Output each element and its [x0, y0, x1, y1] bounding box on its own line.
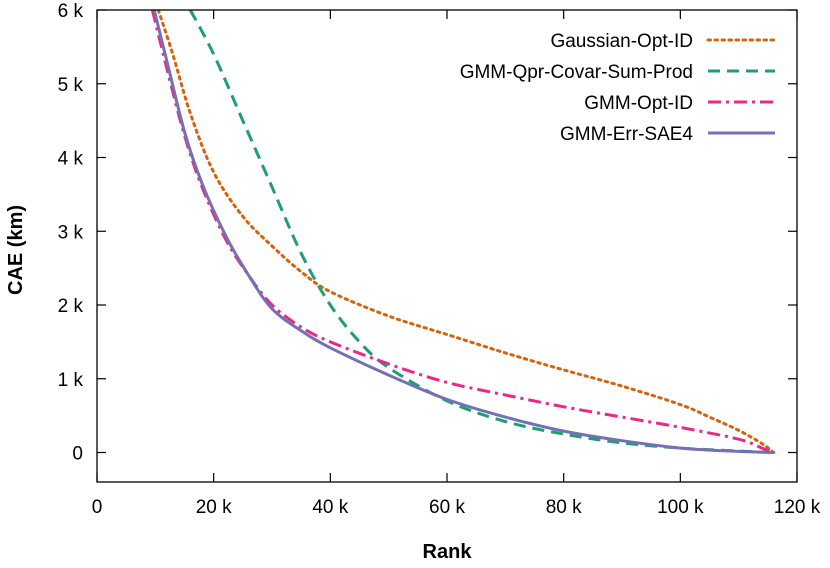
legend-label-0: Gaussian-Opt-ID	[550, 31, 693, 52]
y-tick-label: 1 k	[58, 370, 84, 391]
x-tick-label: 0	[92, 497, 103, 518]
x-tick-label: 60 k	[429, 497, 465, 518]
legend-label-3: GMM-Err-SAE4	[560, 124, 693, 145]
series-line-0	[156, 10, 776, 454]
y-tick-label: 2 k	[58, 296, 84, 317]
y-tick-label: 6 k	[58, 1, 84, 22]
legend: Gaussian-Opt-ID GMM-Qpr-Covar-Sum-Prod GMM…	[460, 31, 777, 145]
x-tick-label: 40 k	[312, 497, 348, 518]
y-tick-label: 3 k	[58, 222, 84, 243]
series-lines	[150, 10, 776, 454]
series-line-3	[152, 10, 774, 454]
legend-label-1: GMM-Qpr-Covar-Sum-Prod	[460, 62, 693, 83]
plot-area-frame	[96, 9, 798, 483]
x-tick-label: 20 k	[196, 497, 232, 518]
y-axis-title: CAE (km)	[5, 205, 27, 295]
x-tick-label: 120 k	[774, 497, 821, 518]
legend-label-2: GMM-Opt-ID	[584, 93, 693, 114]
x-axis-title: Rank	[423, 541, 473, 563]
y-tick-label: 4 k	[58, 149, 84, 170]
y-tick-label: 0	[72, 444, 83, 465]
x-tick-label: 100 k	[657, 497, 704, 518]
x-tick-label: 80 k	[546, 497, 582, 518]
series-line-1	[188, 10, 774, 454]
axis-ticks: 0 20 k 40 k 60 k 80 k 100 k 120 k 0 1 k 2 k 3 k 4 k…	[58, 1, 821, 518]
y-tick-label: 5 k	[58, 75, 84, 96]
